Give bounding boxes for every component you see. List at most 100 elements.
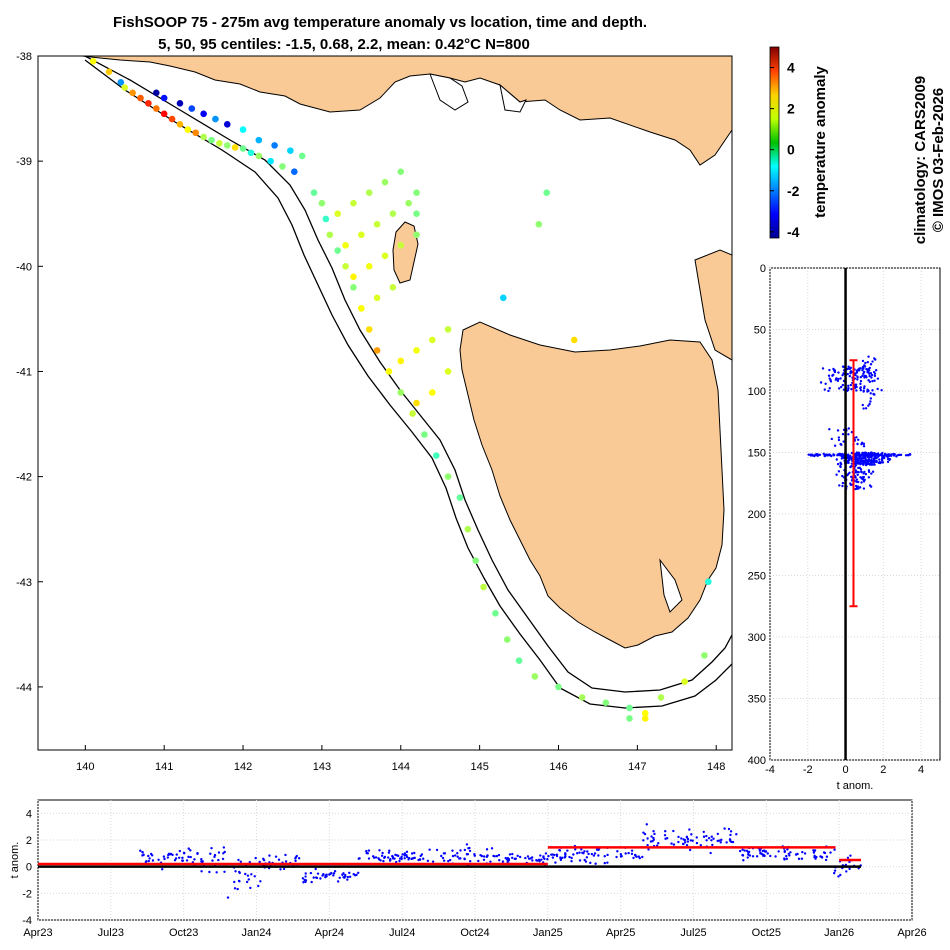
depth-point xyxy=(862,407,865,410)
ts-point xyxy=(301,877,305,880)
ts-point xyxy=(365,849,368,853)
depth-point xyxy=(862,390,865,393)
ts-point xyxy=(161,868,164,871)
map-point xyxy=(389,210,397,218)
depth-point xyxy=(861,374,864,378)
map-point xyxy=(188,105,196,112)
ts-point xyxy=(848,860,851,864)
ts-point xyxy=(208,870,211,874)
depth-ytick-label: 200 xyxy=(748,509,766,521)
ts-point xyxy=(239,860,242,863)
ts-point xyxy=(582,852,585,855)
ts-point xyxy=(516,854,519,858)
depth-point xyxy=(863,376,866,379)
ts-point xyxy=(410,852,414,855)
ts-point xyxy=(177,856,181,859)
depth-point xyxy=(860,456,864,460)
map-point xyxy=(397,168,405,175)
depth-point xyxy=(855,453,859,456)
ts-point xyxy=(572,853,575,856)
map-point xyxy=(365,326,373,333)
ts-point xyxy=(372,856,376,859)
depth-point xyxy=(873,459,876,463)
depth-point xyxy=(895,455,898,458)
ts-point xyxy=(743,849,746,852)
depth-point xyxy=(859,382,862,386)
ts-point xyxy=(633,854,637,857)
map-point xyxy=(358,231,365,239)
ts-point xyxy=(456,855,459,858)
depth-xlabel: t anom. xyxy=(837,780,874,792)
ts-point xyxy=(555,854,559,858)
map-point xyxy=(200,110,207,118)
map-point xyxy=(137,94,144,102)
depth-point xyxy=(886,453,889,457)
ts-point xyxy=(801,850,804,854)
ts-xtick-label: Jul23 xyxy=(98,927,124,939)
contour-shelf-inner xyxy=(84,56,732,693)
map-point xyxy=(184,126,192,133)
map-point xyxy=(239,145,247,152)
ts-point xyxy=(431,860,435,863)
depth-point xyxy=(846,372,849,376)
ts-point xyxy=(616,850,619,853)
ts-point xyxy=(398,859,401,863)
depth-point xyxy=(862,454,865,458)
ts-point xyxy=(282,867,286,871)
ts-point xyxy=(603,861,606,865)
colorbar-label: temperature anomaly xyxy=(812,65,829,217)
ts-point xyxy=(624,852,627,855)
depth-point xyxy=(868,380,872,384)
map-point xyxy=(421,431,428,438)
depth-point xyxy=(873,456,876,459)
ts-point xyxy=(428,848,431,851)
ts-point xyxy=(381,851,384,855)
ts-point xyxy=(685,835,689,839)
map-point xyxy=(318,199,326,207)
ts-point xyxy=(642,831,645,834)
ts-point xyxy=(223,870,226,873)
ts-point xyxy=(357,857,360,860)
map-point xyxy=(397,389,405,396)
depth-point xyxy=(857,453,860,457)
depth-point xyxy=(861,452,865,456)
map-point xyxy=(432,452,440,459)
ts-point xyxy=(643,832,647,836)
ts-point xyxy=(837,875,840,878)
ts-xtick-label: Apr23 xyxy=(23,927,52,939)
map-panel: 140 141 142 143 144 145 146 147 148 -38 -39 -40 -41 -… xyxy=(16,51,733,773)
ts-point xyxy=(563,856,567,859)
depth-point xyxy=(835,377,838,380)
depth-point xyxy=(880,389,883,392)
ts-point xyxy=(162,855,166,858)
depth-point xyxy=(866,360,870,364)
ts-point xyxy=(426,859,430,863)
ts-point xyxy=(181,859,185,862)
ts-point xyxy=(468,846,471,850)
depth-point xyxy=(858,369,861,372)
depth-point xyxy=(867,404,870,407)
depth-point xyxy=(871,389,874,392)
map-point xyxy=(350,199,357,207)
depth-point xyxy=(848,374,851,378)
ts-point xyxy=(630,849,634,852)
depth-point xyxy=(866,390,869,393)
depth-point xyxy=(857,470,860,474)
ts-point xyxy=(456,852,459,855)
ts-point xyxy=(777,850,780,853)
depth-point xyxy=(827,389,830,393)
depth-point xyxy=(887,457,890,461)
copyright-credit: © IMOS 03-Feb-2026 xyxy=(930,88,947,232)
map-point xyxy=(121,84,129,91)
depth-point xyxy=(855,436,858,439)
ts-point xyxy=(723,827,726,830)
ts-point xyxy=(815,855,818,859)
depth-ytick-label: 150 xyxy=(748,448,766,460)
depth-point xyxy=(862,444,866,448)
ts-point xyxy=(728,838,732,841)
depth-point xyxy=(875,452,879,456)
depth-point xyxy=(866,454,869,457)
depth-point xyxy=(864,407,868,410)
depth-point xyxy=(824,382,827,385)
